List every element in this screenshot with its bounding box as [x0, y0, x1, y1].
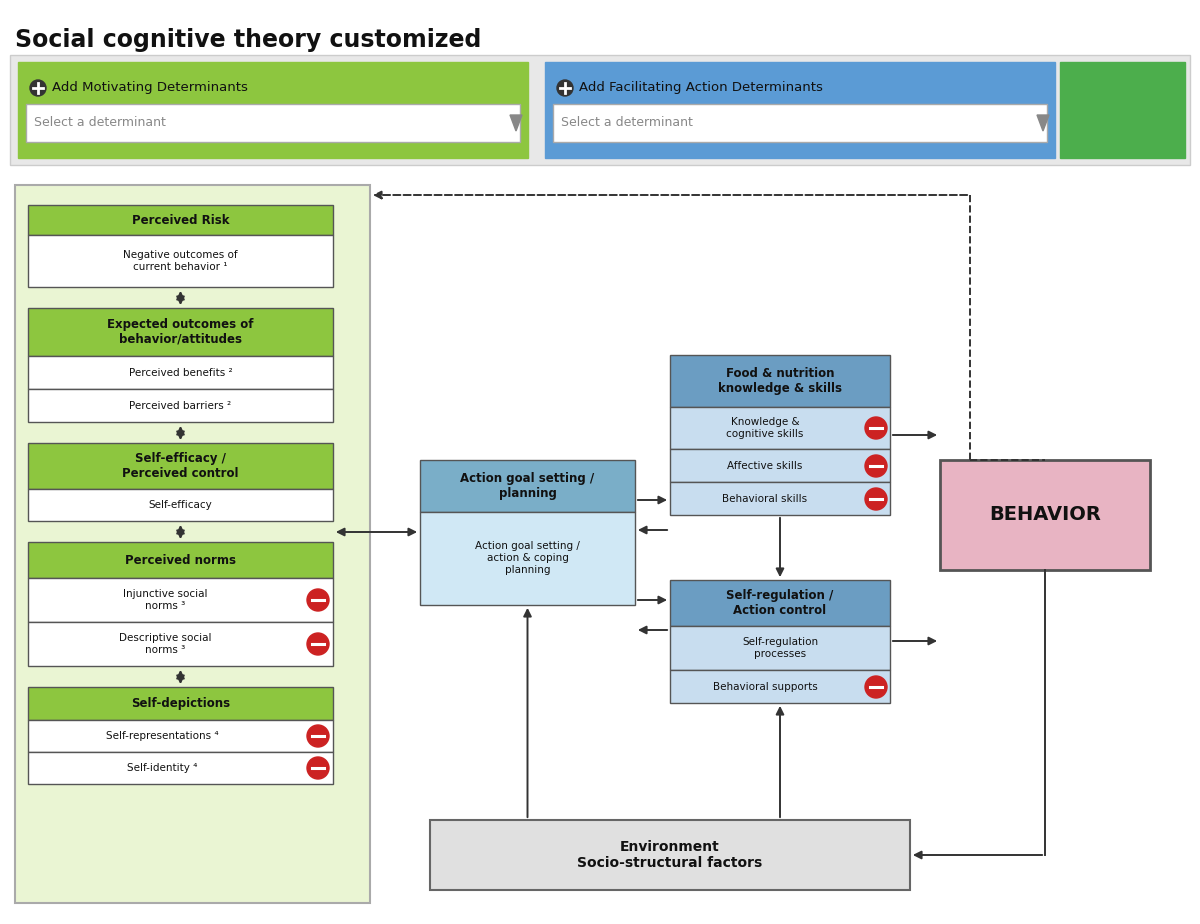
Text: Behavioral skills: Behavioral skills — [722, 494, 808, 504]
Circle shape — [307, 589, 329, 611]
Circle shape — [865, 676, 887, 698]
Text: Self-regulation /
Action control: Self-regulation / Action control — [726, 589, 834, 617]
Polygon shape — [1037, 115, 1049, 131]
FancyBboxPatch shape — [420, 512, 635, 605]
Circle shape — [30, 80, 46, 96]
FancyBboxPatch shape — [430, 820, 910, 890]
FancyBboxPatch shape — [28, 687, 334, 720]
Text: Knowledge &
cognitive skills: Knowledge & cognitive skills — [726, 418, 804, 439]
Polygon shape — [510, 115, 522, 131]
Circle shape — [307, 757, 329, 779]
FancyBboxPatch shape — [670, 407, 890, 449]
Circle shape — [307, 633, 329, 655]
FancyBboxPatch shape — [28, 578, 334, 622]
FancyBboxPatch shape — [28, 720, 334, 752]
Text: Environment
Socio-structural factors: Environment Socio-structural factors — [577, 840, 763, 870]
Text: Select a determinant: Select a determinant — [562, 116, 692, 129]
Text: Add Facilitating Action Determinants: Add Facilitating Action Determinants — [580, 81, 823, 94]
FancyBboxPatch shape — [28, 205, 334, 235]
Text: Add Motivating Determinants: Add Motivating Determinants — [52, 81, 248, 94]
Circle shape — [865, 455, 887, 477]
Text: Self-representations ⁴: Self-representations ⁴ — [106, 731, 218, 741]
FancyBboxPatch shape — [28, 389, 334, 422]
Text: Perceived Risk: Perceived Risk — [132, 213, 229, 226]
Text: Perceived barriers ²: Perceived barriers ² — [130, 401, 232, 411]
Circle shape — [865, 488, 887, 510]
Text: Negative outcomes of
current behavior ¹: Negative outcomes of current behavior ¹ — [124, 250, 238, 272]
Text: Expected outcomes of
behavior/attitudes: Expected outcomes of behavior/attitudes — [107, 318, 253, 346]
Text: Social cognitive theory customized: Social cognitive theory customized — [14, 28, 481, 52]
Text: Action goal setting /
planning: Action goal setting / planning — [461, 472, 594, 500]
Text: Injunctive social
norms ³: Injunctive social norms ³ — [124, 590, 208, 611]
FancyBboxPatch shape — [28, 356, 334, 389]
Text: Self-regulation
processes: Self-regulation processes — [742, 638, 818, 659]
FancyBboxPatch shape — [28, 308, 334, 356]
FancyBboxPatch shape — [670, 449, 890, 482]
Text: Action goal setting /
action & coping
planning: Action goal setting / action & coping pl… — [475, 541, 580, 575]
FancyBboxPatch shape — [670, 355, 890, 407]
FancyBboxPatch shape — [1060, 62, 1186, 158]
Text: Select a determinant: Select a determinant — [34, 116, 166, 129]
Text: Food & nutrition
knowledge & skills: Food & nutrition knowledge & skills — [718, 367, 842, 395]
FancyBboxPatch shape — [670, 482, 890, 515]
Text: Self-efficacy /
Perceived control: Self-efficacy / Perceived control — [122, 452, 239, 480]
Circle shape — [865, 417, 887, 439]
FancyBboxPatch shape — [670, 626, 890, 670]
FancyBboxPatch shape — [28, 542, 334, 578]
Text: Affective skills: Affective skills — [727, 461, 803, 471]
FancyBboxPatch shape — [28, 443, 334, 489]
FancyBboxPatch shape — [18, 62, 528, 158]
Text: Perceived benefits ²: Perceived benefits ² — [128, 368, 233, 378]
FancyBboxPatch shape — [670, 670, 890, 703]
FancyBboxPatch shape — [545, 62, 1055, 158]
Text: Self-depictions: Self-depictions — [131, 698, 230, 711]
Text: Behavioral supports: Behavioral supports — [713, 682, 817, 692]
FancyBboxPatch shape — [14, 185, 370, 903]
Text: BEHAVIOR: BEHAVIOR — [989, 505, 1100, 525]
FancyBboxPatch shape — [28, 752, 334, 784]
FancyBboxPatch shape — [420, 460, 635, 512]
Text: Descriptive social
norms ³: Descriptive social norms ³ — [119, 633, 211, 655]
FancyBboxPatch shape — [28, 235, 334, 287]
FancyBboxPatch shape — [10, 55, 1190, 165]
Text: Self-identity ⁴: Self-identity ⁴ — [127, 763, 198, 773]
FancyBboxPatch shape — [26, 104, 520, 142]
Text: Perceived norms: Perceived norms — [125, 553, 236, 566]
Circle shape — [307, 725, 329, 747]
FancyBboxPatch shape — [940, 460, 1150, 570]
Text: Self-efficacy: Self-efficacy — [149, 500, 212, 510]
FancyBboxPatch shape — [28, 489, 334, 521]
FancyBboxPatch shape — [553, 104, 1046, 142]
Circle shape — [557, 80, 574, 96]
FancyBboxPatch shape — [28, 622, 334, 666]
FancyBboxPatch shape — [670, 580, 890, 626]
